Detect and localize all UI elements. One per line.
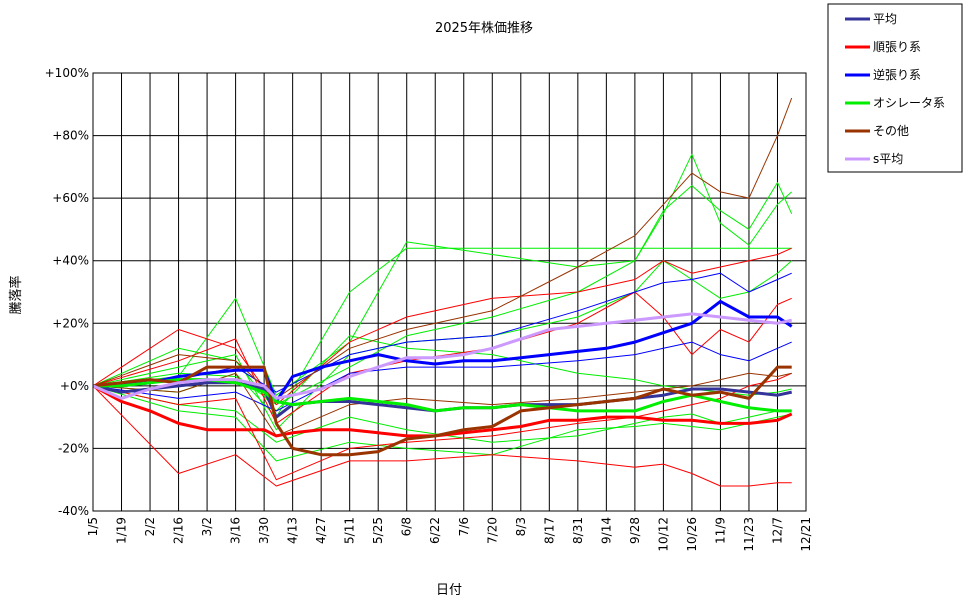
x-tick-label: 2/2 xyxy=(143,517,157,536)
x-tick-label: 5/25 xyxy=(371,517,385,544)
series-line-5 xyxy=(92,312,793,400)
y-tick-label: +100% xyxy=(45,66,89,80)
x-tick-label: 12/7 xyxy=(770,517,784,544)
x-tick-label: 3/2 xyxy=(200,517,214,536)
constituent-line-11 xyxy=(92,385,792,462)
legend-label: 逆張り系 xyxy=(873,67,921,82)
constituent-line-12 xyxy=(92,335,792,412)
x-tick-label: 8/31 xyxy=(571,517,585,544)
legend-label: 順張り系 xyxy=(873,40,921,54)
constituent-line-13 xyxy=(92,385,792,487)
x-tick-label: 8/3 xyxy=(514,517,528,536)
constituent-line-17 xyxy=(92,272,792,393)
constituent-line-10 xyxy=(92,385,792,443)
y-tick-label: +0% xyxy=(60,379,89,393)
series-line-4 xyxy=(92,365,792,457)
legend-label: 平均 xyxy=(873,12,897,26)
x-tick-label: 3/30 xyxy=(257,517,271,544)
x-tick-label: 9/14 xyxy=(599,517,613,544)
x-tick-label: 4/13 xyxy=(286,517,300,544)
x-tick-label: 10/26 xyxy=(685,517,699,552)
x-tick-label: 8/17 xyxy=(542,517,556,544)
plot-area-border xyxy=(92,72,807,512)
x-tick-label: 2/16 xyxy=(172,517,186,544)
series-line-2 xyxy=(93,299,793,403)
legend-label: s平均 xyxy=(873,152,903,166)
x-tick-label: 1/5 xyxy=(86,517,100,536)
x-tick-label: 6/8 xyxy=(400,517,414,536)
constituent-line-9 xyxy=(92,260,793,431)
x-tick-label: 9/28 xyxy=(628,517,642,544)
x-tick-label: 11/9 xyxy=(713,517,727,544)
legend-box xyxy=(827,3,963,173)
x-tick-label: 1/19 xyxy=(115,517,129,544)
x-tick-label: 3/16 xyxy=(229,517,243,544)
y-tick-label: -20% xyxy=(58,441,89,455)
constituent-line-20 xyxy=(92,372,792,437)
legend-label: その他 xyxy=(873,124,909,138)
x-tick-label: 7/6 xyxy=(457,517,471,536)
main-series xyxy=(92,299,793,457)
x-tick-label: 11/23 xyxy=(742,517,756,552)
x-axis-title: 日付 xyxy=(436,583,462,598)
chart-title: 2025年株価推移 xyxy=(435,21,533,36)
x-tick-label: 6/22 xyxy=(428,517,442,544)
x-tick-label: 5/11 xyxy=(343,517,357,544)
x-tick-label: 7/20 xyxy=(485,517,499,544)
x-tick-label: 4/27 xyxy=(314,517,328,544)
x-tick-label: 10/12 xyxy=(656,517,670,552)
x-tick-label: 12/21 xyxy=(799,517,813,552)
y-axis-title: 騰落率 xyxy=(8,275,24,314)
legend-label: オシレータ系 xyxy=(873,96,945,110)
y-tick-label: +40% xyxy=(52,254,89,268)
y-axis-tick-labels: -40% -20% +0% +20% +40% +60% +80% +100% xyxy=(45,66,89,518)
y-tick-label: -40% xyxy=(58,504,89,518)
x-axis-tick-labels: 1/5 1/19 2/2 2/16 3/2 3/16 3/30 4/13 4/27 5/11 5/2… xyxy=(86,517,813,552)
y-tick-label: +20% xyxy=(52,316,89,330)
constituent-line-19 xyxy=(92,97,793,399)
constituent-line-18 xyxy=(92,341,792,412)
y-tick-label: +80% xyxy=(52,129,89,143)
y-tick-label: +60% xyxy=(52,191,89,205)
